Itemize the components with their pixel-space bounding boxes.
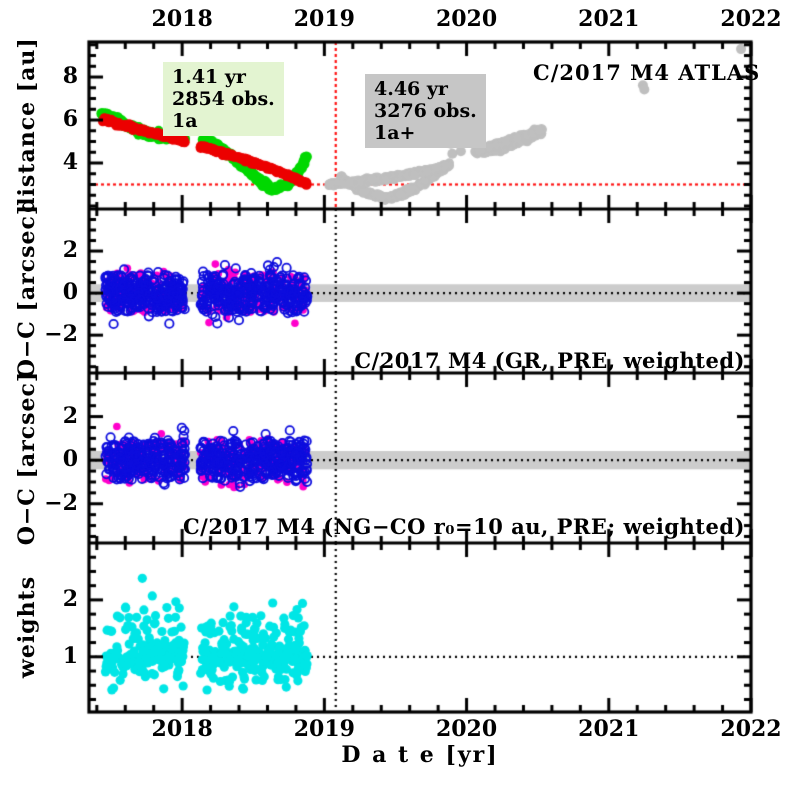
annotation-prefit-arc: 1.41 yr 2854 obs. 1a	[163, 62, 284, 136]
x-axis-title: D a t e [yr]	[341, 742, 499, 768]
full-orbit-class: 1a+	[374, 122, 416, 144]
y-tick-label-oc-gr-2: 2	[62, 237, 78, 264]
x-tick-label-top-2018: 2018	[151, 6, 213, 32]
comet-title: C/2017 M4 ATLAS	[533, 60, 761, 85]
y-tick-label-weights-2: 2	[62, 585, 78, 612]
y-tick-label-oc-gr-0: 0	[62, 279, 78, 306]
full-obs-count: 3276 obs.	[374, 100, 477, 122]
y-tick-label-distance-6: 6	[62, 106, 78, 133]
y-tick-label-oc-gr-−2: −2	[44, 321, 78, 348]
x-tick-label-top-2020: 2020	[435, 6, 498, 32]
x-tick-label-top-2019: 2019	[293, 6, 355, 32]
y-tick-label-distance-4: 4	[62, 149, 78, 175]
prefit-arc-length: 1.41 yr	[172, 66, 246, 88]
x-tick-label-bottom-2019: 2019	[293, 716, 355, 742]
y-tick-label-oc-ngco-0: 0	[62, 446, 78, 473]
x-tick-label-top-2022: 2022	[720, 6, 782, 32]
y-tick-label-distance-8: 8	[62, 63, 78, 90]
x-tick-label-bottom-2020: 2020	[435, 716, 498, 742]
x-tick-label-top-2021: 2021	[578, 6, 640, 32]
annotation-full-arc: 4.46 yr 3276 obs. 1a+	[365, 74, 486, 148]
full-arc-length: 4.46 yr	[374, 78, 448, 100]
panel-label-ngco-solution: C/2017 M4 (NG−CO r₀=10 au, PRE; weighted…	[182, 514, 745, 539]
x-tick-label-bottom-2021: 2021	[578, 716, 640, 742]
y-tick-label-oc-ngco-−2: −2	[44, 489, 78, 516]
x-tick-label-bottom-2018: 2018	[151, 716, 213, 742]
x-tick-label-bottom-2022: 2022	[720, 716, 782, 742]
y-tick-label-weights-1: 1	[62, 642, 78, 669]
panel-label-gr-solution: C/2017 M4 (GR, PRE, weighted)	[354, 348, 745, 373]
prefit-obs-count: 2854 obs.	[172, 88, 275, 110]
prefit-orbit-class: 1a	[172, 110, 198, 132]
y-tick-label-oc-ngco-2: 2	[62, 402, 78, 429]
